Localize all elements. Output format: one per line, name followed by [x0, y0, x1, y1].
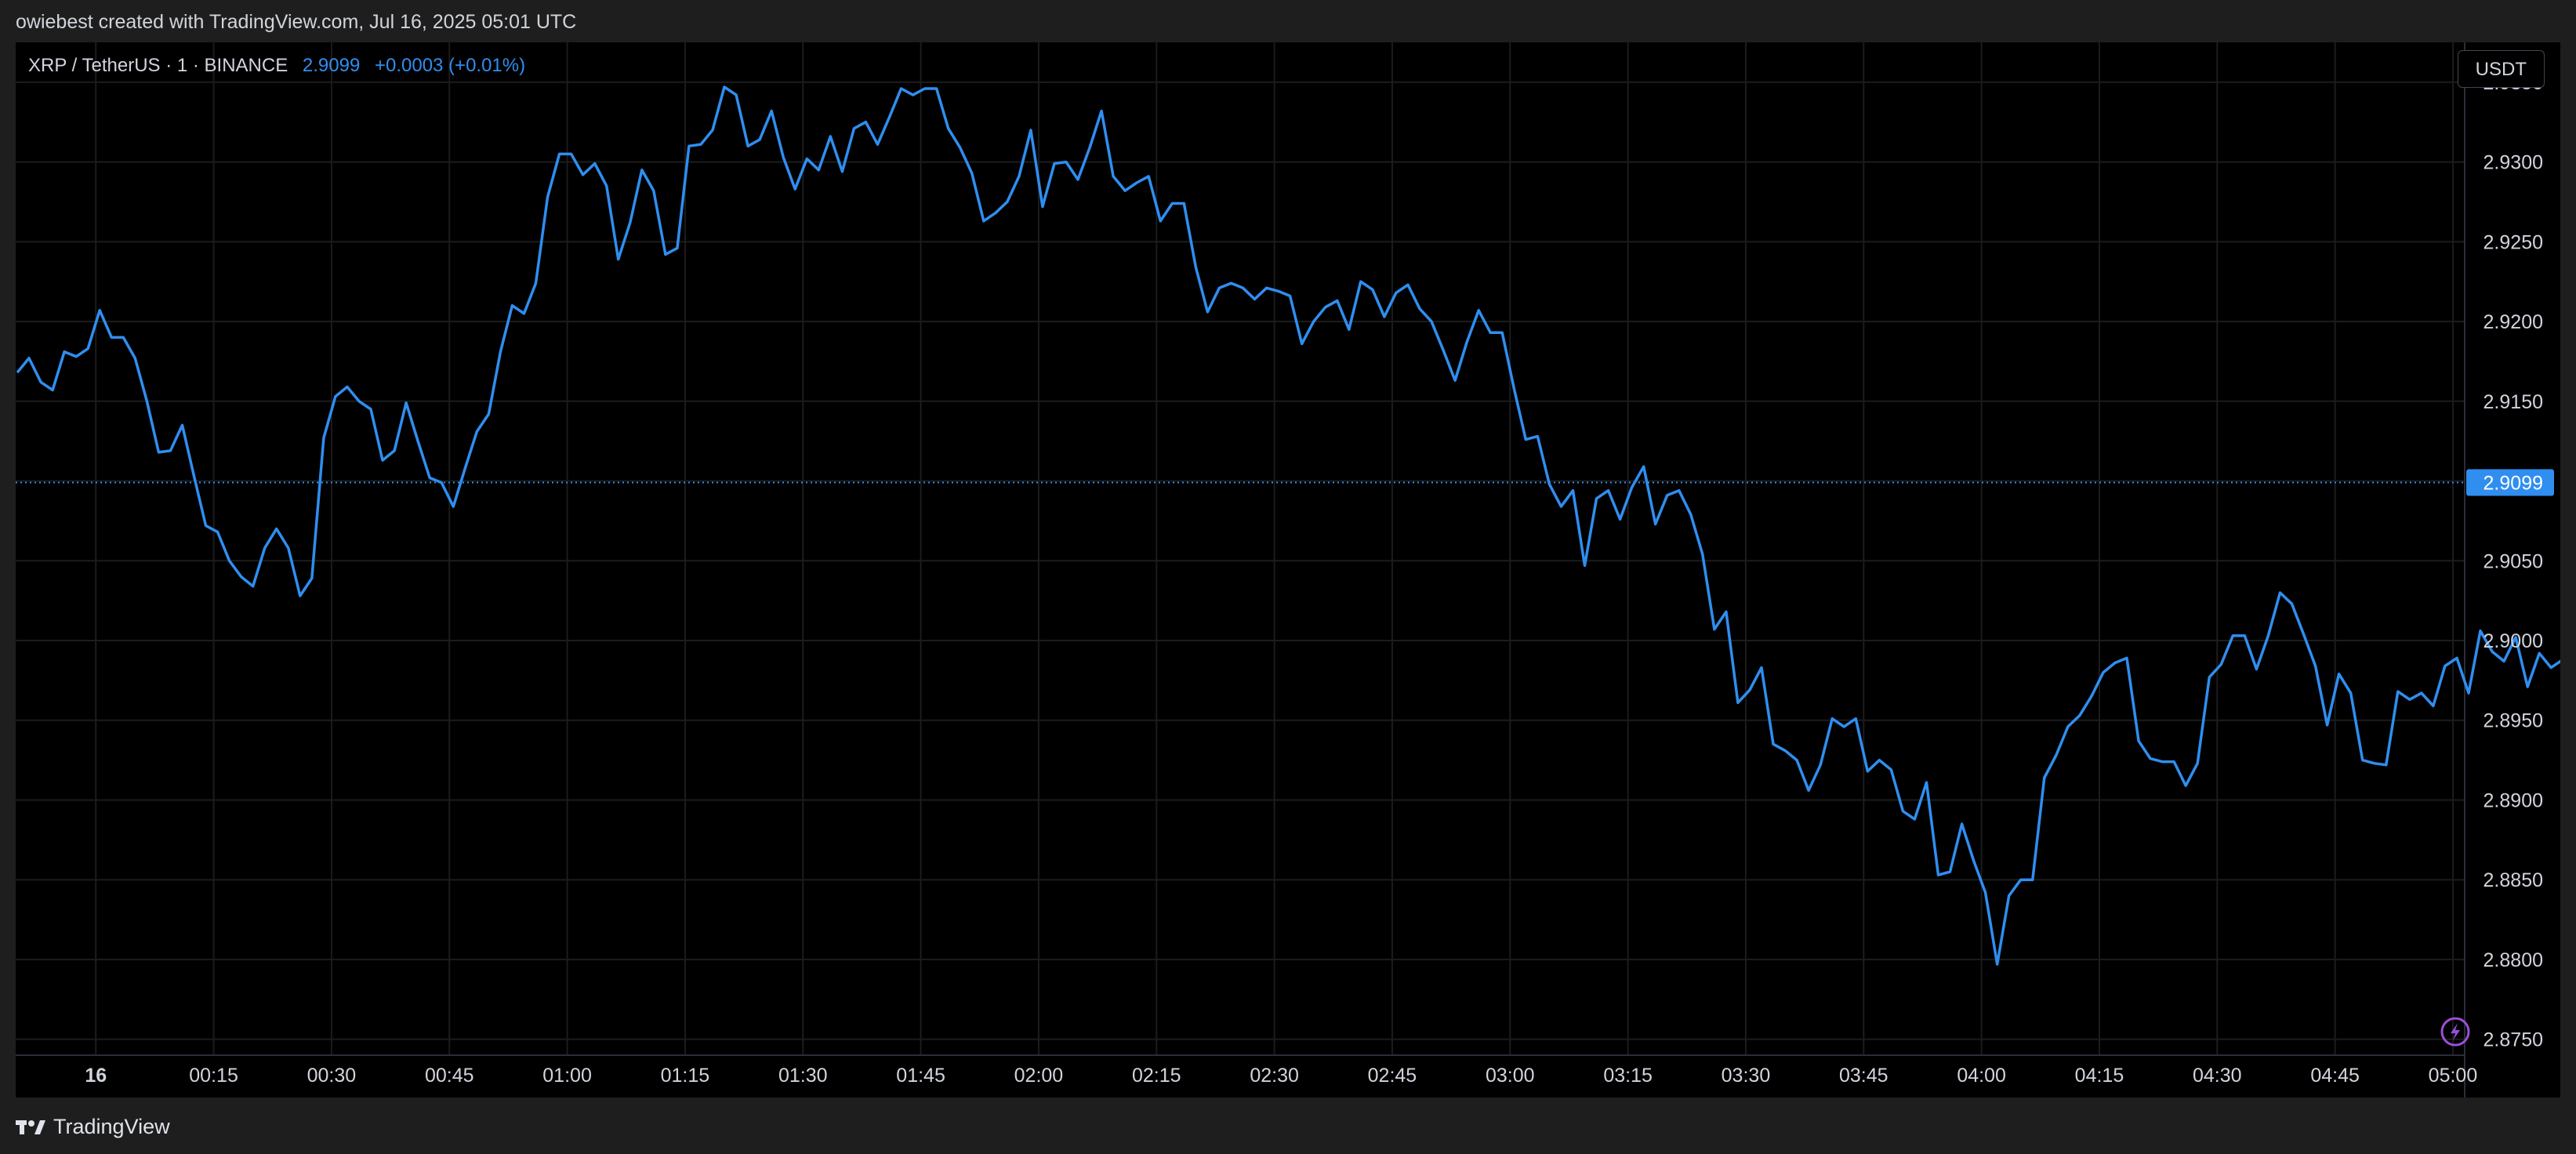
x-tick-label: 03:45	[1839, 1065, 1888, 1087]
y-tick-label: 2.9050	[2483, 550, 2543, 572]
price-chart[interactable]: 16 00:15 00:30 00:45 01:00 01:15 01:30 01:45 02:…	[16, 42, 2560, 1098]
last-price: 2.9099	[302, 55, 361, 76]
x-tick-label: 04:45	[2310, 1065, 2360, 1087]
x-tick-label: 04:30	[2193, 1065, 2242, 1087]
x-tick-label: 02:30	[1250, 1065, 1299, 1087]
x-tick-label: 01:15	[661, 1065, 710, 1087]
grid-lines	[16, 42, 2465, 1098]
x-tick-label: 04:15	[2075, 1065, 2124, 1087]
symbol-legend[interactable]: XRP / TetherUS · 1 · BINANCE 2.9099 +0.0…	[28, 55, 525, 77]
y-tick-label: 2.9200	[2483, 311, 2543, 333]
x-tick-label: 03:00	[1486, 1065, 1535, 1087]
y-tick-label: 2.8950	[2483, 710, 2543, 732]
x-tick-label: 16	[85, 1065, 107, 1087]
chart-attribution: owiebest created with TradingView.com, J…	[16, 11, 577, 33]
current-price-badge	[2466, 469, 2554, 496]
symbol-name: XRP / TetherUS · 1 · BINANCE	[28, 55, 288, 76]
x-tick-label: 01:30	[778, 1065, 828, 1087]
x-tick-label: 00:15	[189, 1065, 238, 1087]
tradingview-brand[interactable]: TradingView	[16, 1115, 170, 1139]
x-tick-label: 05:00	[2429, 1065, 2478, 1087]
price-series-line	[16, 85, 2560, 966]
price-axis[interactable]: 2.93502.93002.92502.92002.91502.91002.90…	[2483, 72, 2543, 1051]
y-tick-label: 2.9300	[2483, 152, 2543, 174]
x-tick-label: 00:45	[425, 1065, 474, 1087]
x-tick-label: 00:30	[307, 1065, 357, 1087]
x-tick-label: 03:15	[1603, 1065, 1653, 1087]
x-tick-label: 02:45	[1368, 1065, 1417, 1087]
x-tick-label: 04:00	[1957, 1065, 2006, 1087]
brand-label: TradingView	[53, 1115, 170, 1138]
currency-button[interactable]: USDT	[2457, 50, 2545, 88]
price-change: +0.0003 (+0.01%)	[374, 55, 526, 76]
x-tick-label: 03:30	[1722, 1065, 1771, 1087]
current-price-text: 2.9099	[2483, 473, 2543, 495]
y-tick-label: 2.9250	[2483, 231, 2543, 253]
tradingview-logo-icon	[16, 1120, 45, 1134]
time-axis[interactable]: 16 00:15 00:30 00:45 01:00 01:15 01:30 01:45 02:…	[85, 1065, 2477, 1087]
x-tick-label: 01:00	[542, 1065, 592, 1087]
x-tick-label: 01:45	[896, 1065, 945, 1087]
y-tick-label: 2.8800	[2483, 949, 2543, 971]
y-tick-label: 2.8750	[2483, 1029, 2543, 1051]
lightning-icon[interactable]	[2440, 1017, 2470, 1047]
y-tick-label: 2.9000	[2483, 630, 2543, 652]
chart-pane[interactable]: 16 00:15 00:30 00:45 01:00 01:15 01:30 01:45 02:…	[16, 42, 2560, 1098]
y-tick-label: 2.9150	[2483, 391, 2543, 413]
y-tick-label: 2.8850	[2483, 869, 2543, 891]
x-tick-label: 02:00	[1014, 1065, 1064, 1087]
y-tick-label: 2.8900	[2483, 789, 2543, 811]
current-price-label: 2.9099	[2466, 469, 2554, 496]
x-tick-label: 02:15	[1132, 1065, 1181, 1087]
